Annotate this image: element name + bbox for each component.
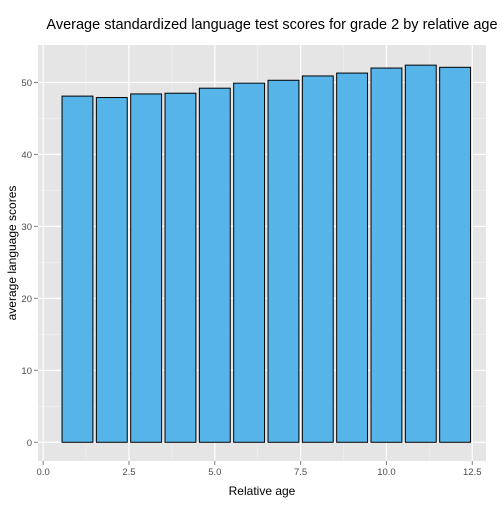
x-axis-ticks: 0.0 2.5 5.0 7.5 10.0 12.5 — [37, 461, 482, 478]
bar-5 — [198, 87, 231, 443]
y-tick-label: 50 — [21, 78, 32, 89]
bar-11 — [404, 64, 437, 443]
y-axis-ticks: 0 10 20 30 40 50 — [21, 78, 38, 449]
x-axis-title: Relative age — [229, 484, 296, 498]
bar-4 — [164, 92, 197, 443]
y-tick-label: 20 — [21, 294, 32, 305]
y-tick-label: 0 — [27, 438, 32, 449]
bar-8 — [301, 75, 334, 443]
bar-9 — [336, 72, 369, 443]
y-axis-title: average language scores — [5, 186, 19, 321]
bar-3 — [130, 93, 163, 443]
x-tick-label: 7.5 — [294, 467, 307, 478]
x-tick-label: 2.5 — [122, 467, 135, 478]
bars — [61, 64, 472, 443]
bar-12 — [439, 66, 472, 443]
y-tick-label: 10 — [21, 366, 32, 377]
y-tick-label: 40 — [21, 150, 32, 161]
y-tick-label: 30 — [21, 222, 32, 233]
x-tick-label: 10.0 — [377, 467, 396, 478]
chart-title: Average standardized language test score… — [46, 17, 497, 33]
bar-6 — [233, 82, 266, 443]
x-tick-label: 5.0 — [208, 467, 221, 478]
bar-1 — [61, 95, 94, 443]
x-tick-label: 12.5 — [463, 467, 482, 478]
x-tick-label: 0.0 — [37, 467, 50, 478]
bar-2 — [95, 97, 128, 443]
bar-10 — [370, 67, 403, 443]
bar-7 — [267, 79, 300, 443]
